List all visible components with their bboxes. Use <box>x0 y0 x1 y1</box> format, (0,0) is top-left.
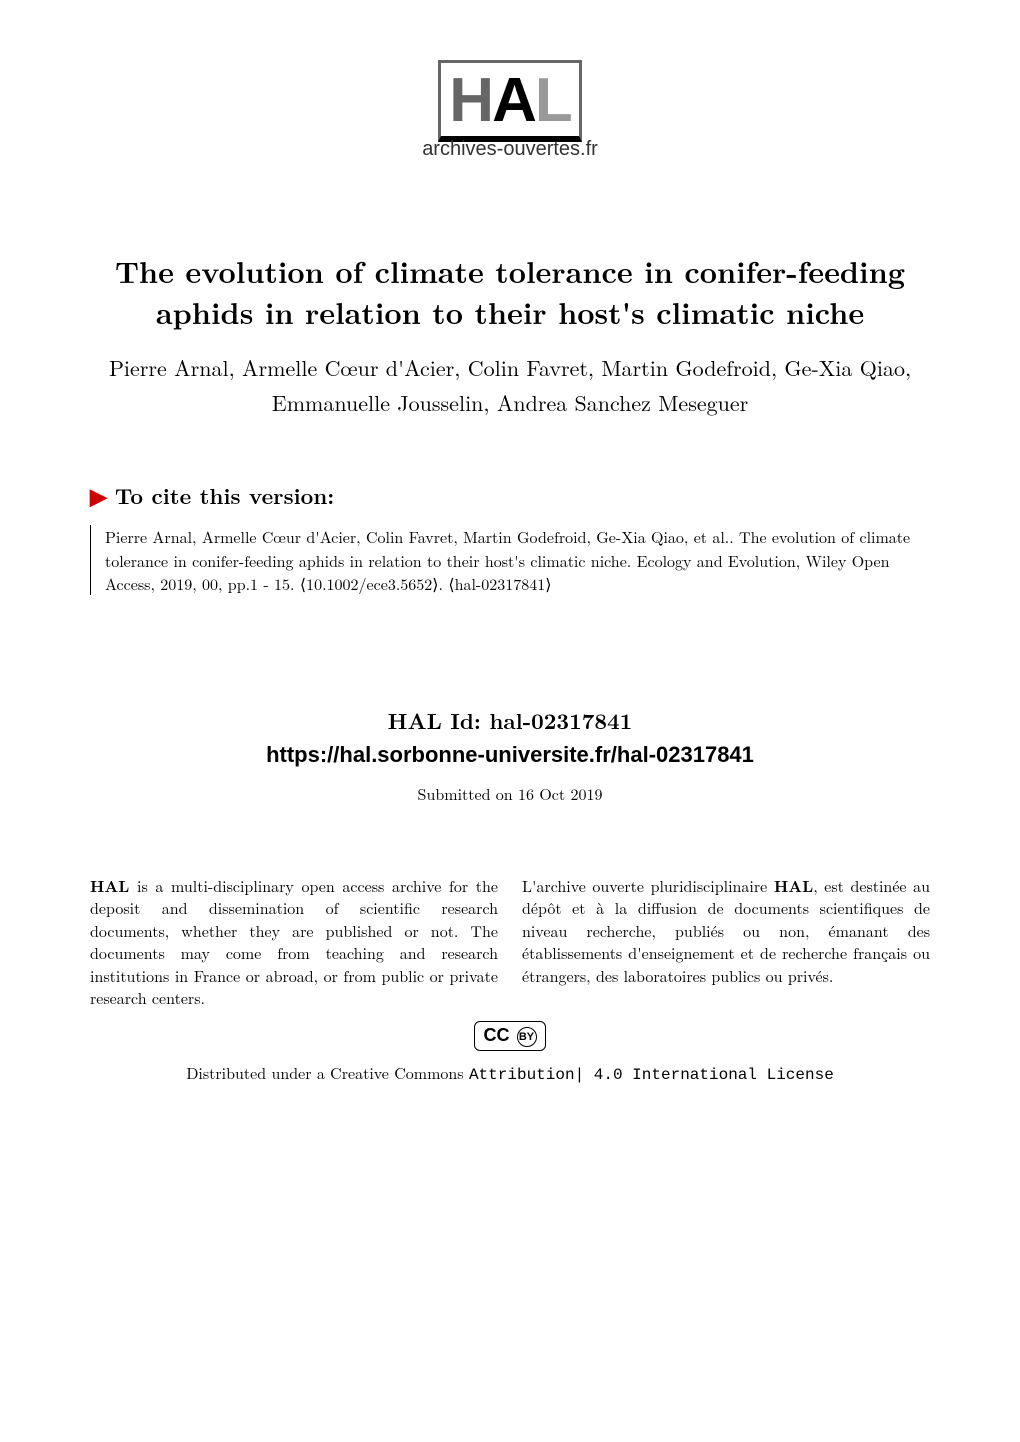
hal-letter-a: A <box>492 66 535 135</box>
license-section: CC BY Distributed under a Creative Commo… <box>90 1021 930 1083</box>
cite-heading-text: To cite this version: <box>115 480 334 511</box>
description-right: L'archive ouverte pluridisciplinaire HAL… <box>522 875 930 1009</box>
cc-by-icon: BY <box>517 1027 537 1047</box>
hal-url[interactable]: https://hal.sorbonne-universite.fr/hal-0… <box>90 742 930 768</box>
license-prefix: Distributed under a Creative Commons <box>186 1061 469 1084</box>
submitted-date: Submitted on 16 Oct 2019 <box>90 782 930 805</box>
hal-bold-left: HAL <box>90 874 129 897</box>
hal-id-label: HAL Id: <box>388 705 490 736</box>
license-name: Attribution| 4.0 International License <box>469 1066 834 1084</box>
description-right-prefix: L'archive ouverte pluridisciplinaire <box>522 874 774 897</box>
hal-logo-subtitle: archives-ouvertes.fr <box>422 138 598 161</box>
hal-logo-section: HAL archives-ouvertes.fr <box>90 60 930 161</box>
cite-heading: ▶ To cite this version: <box>90 480 930 511</box>
hal-letter-l: L <box>535 66 571 135</box>
license-text: Distributed under a Creative Commons Att… <box>90 1061 930 1084</box>
paper-authors: Pierre Arnal, Armelle Cœur d'Acier, Coli… <box>90 350 930 420</box>
cc-logo-icon: CC BY <box>474 1021 545 1050</box>
hal-id-section: HAL Id: hal-02317841 https://hal.sorbonn… <box>90 705 930 768</box>
hal-logo-box: HAL <box>438 60 581 142</box>
description-left-text: is a multi-disciplinary open access arch… <box>90 874 498 1009</box>
citation-hal-id: ⟨hal-02317841⟩ <box>448 572 551 595</box>
hal-id-line: HAL Id: hal-02317841 <box>90 705 930 736</box>
triangle-icon: ▶ <box>90 480 107 511</box>
paper-title: The evolution of climate tolerance in co… <box>90 251 930 332</box>
cc-text: CC <box>483 1025 509 1045</box>
hal-id-value: hal-02317841 <box>489 705 632 736</box>
citation-block: Pierre Arnal, Armelle Cœur d'Acier, Coli… <box>90 525 930 595</box>
hal-letter-h: H <box>449 66 492 135</box>
description-columns: HAL is a multi-disciplinary open access … <box>90 875 930 1009</box>
description-left: HAL is a multi-disciplinary open access … <box>90 875 498 1009</box>
citation-doi: ⟨10.1002/ece3.5652⟩ <box>300 572 439 595</box>
hal-bold-right: HAL <box>774 874 813 897</box>
hal-logo-letters: HAL <box>449 66 570 135</box>
hal-logo: HAL archives-ouvertes.fr <box>422 60 598 161</box>
